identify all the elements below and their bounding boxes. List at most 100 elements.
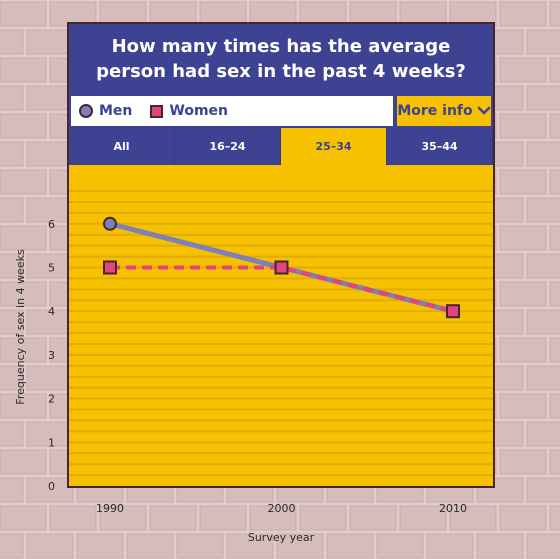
- more-info-button[interactable]: More info: [395, 94, 493, 128]
- y-tick-label: 4: [48, 305, 55, 318]
- brick: [349, 505, 397, 531]
- brick: [526, 253, 560, 279]
- data-point-men[interactable]: [103, 216, 117, 231]
- brick: [326, 533, 374, 559]
- brick: [0, 449, 47, 475]
- brick: [499, 225, 547, 251]
- men-circle-icon: [79, 104, 93, 118]
- more-info-label: More info: [397, 103, 473, 119]
- brick: [26, 533, 74, 559]
- tab-label: 35–44: [421, 140, 458, 153]
- brick: [199, 505, 247, 531]
- brick: [0, 477, 24, 503]
- brick: [126, 533, 174, 559]
- brick: [549, 281, 560, 307]
- brick: [26, 141, 74, 167]
- brick: [526, 85, 560, 111]
- brick: [26, 477, 74, 503]
- x-tick-label: 2010: [439, 502, 467, 515]
- brick: [0, 85, 24, 111]
- age-group-tabs: All 16–24 25–34 35–44: [69, 128, 493, 165]
- brick: [26, 365, 74, 391]
- brick: [0, 505, 47, 531]
- brick: [249, 505, 297, 531]
- brick: [549, 449, 560, 475]
- y-tick-label: 6: [48, 218, 55, 231]
- tab-16-24[interactable]: 16–24: [175, 128, 281, 165]
- brick: [0, 225, 47, 251]
- brick: [76, 533, 124, 559]
- data-point-women[interactable]: [274, 260, 289, 275]
- brick: [0, 197, 24, 223]
- brick: [0, 421, 24, 447]
- brick: [499, 169, 547, 195]
- brick: [499, 1, 547, 27]
- brick: [0, 253, 24, 279]
- tab-all[interactable]: All: [69, 128, 175, 165]
- brick: [149, 505, 197, 531]
- y-tick-label: 2: [48, 393, 55, 406]
- tab-label: All: [113, 140, 130, 153]
- series-layer: [103, 216, 460, 319]
- brick: [549, 169, 560, 195]
- brick: [499, 505, 547, 531]
- brick: [549, 505, 560, 531]
- brick: [499, 113, 547, 139]
- brick: [0, 281, 47, 307]
- brick: [499, 57, 547, 83]
- brick: [526, 29, 560, 55]
- grid-lines: [69, 190, 493, 477]
- brick: [99, 505, 147, 531]
- brick: [299, 505, 347, 531]
- tab-35-44[interactable]: 35–44: [387, 128, 493, 165]
- brick: [0, 29, 24, 55]
- brick: [549, 225, 560, 251]
- brick: [0, 533, 24, 559]
- x-tick-label: 2000: [268, 502, 296, 515]
- chart-title: How many times has the average person ha…: [96, 36, 466, 82]
- data-point-women[interactable]: [103, 260, 117, 275]
- brick: [526, 141, 560, 167]
- legend-item-men[interactable]: Men: [79, 103, 132, 119]
- brick: [549, 393, 560, 419]
- x-axis-title: Survey year: [248, 531, 315, 544]
- brick: [549, 113, 560, 139]
- brick: [499, 449, 547, 475]
- brick: [449, 505, 497, 531]
- brick: [0, 365, 24, 391]
- brick: [526, 197, 560, 223]
- brick: [0, 393, 47, 419]
- brick: [399, 505, 447, 531]
- brick: [176, 533, 224, 559]
- chevron-down-icon: [477, 106, 490, 115]
- brick: [499, 281, 547, 307]
- y-tick-label: 0: [48, 480, 55, 493]
- brick: [526, 365, 560, 391]
- y-axis-title: Frequency of sex in 4 weeks: [14, 249, 27, 405]
- women-square-icon: [150, 104, 164, 118]
- brick: [26, 309, 74, 335]
- brick: [476, 533, 524, 559]
- brick: [49, 505, 97, 531]
- brick: [376, 533, 424, 559]
- data-point-women[interactable]: [446, 304, 460, 319]
- chart-header: How many times has the average person ha…: [69, 24, 493, 94]
- brick: [276, 533, 324, 559]
- y-tick-label: 5: [48, 262, 55, 275]
- legend: Men Women: [69, 94, 395, 128]
- brick: [526, 533, 560, 559]
- brick: [499, 337, 547, 363]
- brick: [526, 309, 560, 335]
- brick: [549, 337, 560, 363]
- legend-label-women: Women: [169, 103, 229, 119]
- brick: [0, 57, 47, 83]
- brick: [26, 85, 74, 111]
- tab-label: 16–24: [209, 140, 246, 153]
- tab-25-34[interactable]: 25–34: [281, 128, 387, 165]
- brick: [0, 141, 24, 167]
- axis-ticks: 0 1 2 3 4 5 6 1990 2000 2010: [48, 218, 467, 515]
- y-tick-label: 1: [48, 436, 55, 449]
- legend-item-women[interactable]: Women: [150, 103, 228, 119]
- brick: [26, 197, 74, 223]
